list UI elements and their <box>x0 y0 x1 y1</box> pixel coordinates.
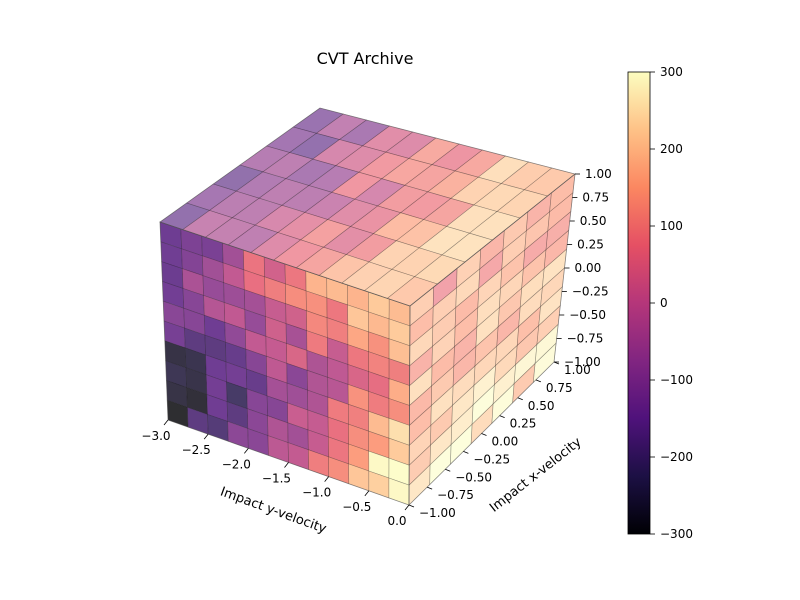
x-tick-mark <box>284 462 289 468</box>
x-tick-mark <box>244 448 249 454</box>
x-tick-label: −0.5 <box>342 500 371 514</box>
z-tick-label: 0.25 <box>577 238 604 252</box>
z-tick-label: 0.50 <box>580 214 607 228</box>
y-tick-mark <box>499 415 505 418</box>
z-tick-label: 1.00 <box>585 167 612 181</box>
y-tick-mark <box>535 379 542 383</box>
y-tick-mark <box>517 397 523 401</box>
colorbar-tick-label: −300 <box>660 527 693 541</box>
z-tick-label: −0.25 <box>572 285 609 299</box>
y-tick-mark <box>426 486 433 490</box>
z-tick-label: −0.75 <box>567 332 604 346</box>
x-tick-label: −2.5 <box>182 443 211 457</box>
chart-title: CVT Archive <box>317 49 414 68</box>
y-tick-mark <box>445 468 451 472</box>
x-tick-label: −1.0 <box>302 486 331 500</box>
colorbar: 300 200 100 0 −100 −200 −300 <box>627 65 693 541</box>
colorbar-tick-label: 0 <box>660 296 668 310</box>
y-axis: −1.00 −0.75 −0.50 −0.25 0.00 0.25 0.50 0.75 1.00 <box>408 361 591 520</box>
y-tick-label: 0.00 <box>492 435 519 449</box>
x-axis: −3.0 −2.5 −2.0 −1.5 −1.0 −0.5 0.0 <box>141 419 410 528</box>
colorbar-tick-label: 200 <box>660 142 683 156</box>
x-tick-label: 0.0 <box>387 514 406 528</box>
x-tick-mark <box>404 504 410 511</box>
y-tick-label: −0.75 <box>437 488 474 502</box>
z-tick-label: 0.75 <box>582 191 609 205</box>
y-tick-label: 1.00 <box>564 363 591 377</box>
x-tick-label: −3.0 <box>141 429 170 443</box>
y-tick-label: 0.25 <box>510 417 537 431</box>
colorbar-ticks: 300 200 100 0 −100 −200 −300 <box>650 65 693 541</box>
y-tick-mark <box>481 433 487 436</box>
z-tick-label: −0.50 <box>569 308 606 322</box>
x-tick-mark <box>364 490 370 497</box>
y-tick-mark <box>408 504 415 508</box>
z-tick-label: 0.00 <box>575 261 602 275</box>
y-tick-label: −0.25 <box>473 452 510 466</box>
colorbar-tick-label: −100 <box>660 373 693 387</box>
y-tick-mark <box>463 451 469 454</box>
y-tick-label: 0.50 <box>528 399 555 413</box>
x-tick-mark <box>203 433 209 440</box>
z-tick-label: −1.00 <box>564 355 601 369</box>
y-tick-label: −1.00 <box>419 506 456 520</box>
x-tick-mark <box>163 419 169 426</box>
z-axis: −1.00 −0.75 −0.50 −0.25 0.00 0.25 0.50 0.75 1.00 <box>554 167 612 369</box>
x-tick-label: −2.0 <box>222 457 251 471</box>
y-tick-label: 0.75 <box>546 381 573 395</box>
colorbar-gradient <box>627 71 651 535</box>
colorbar-tick-label: 100 <box>660 219 683 233</box>
x-tick-mark <box>324 476 329 482</box>
x-tick-label: −1.5 <box>262 472 291 486</box>
colorbar-tick-label: −200 <box>660 450 693 464</box>
y-tick-label: −0.50 <box>455 470 492 484</box>
colorbar-tick-label: 300 <box>660 65 683 79</box>
